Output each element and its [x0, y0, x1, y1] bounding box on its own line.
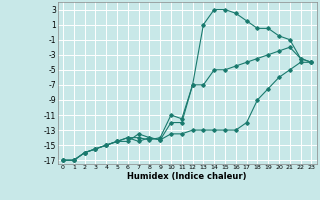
X-axis label: Humidex (Indice chaleur): Humidex (Indice chaleur) — [127, 172, 247, 181]
